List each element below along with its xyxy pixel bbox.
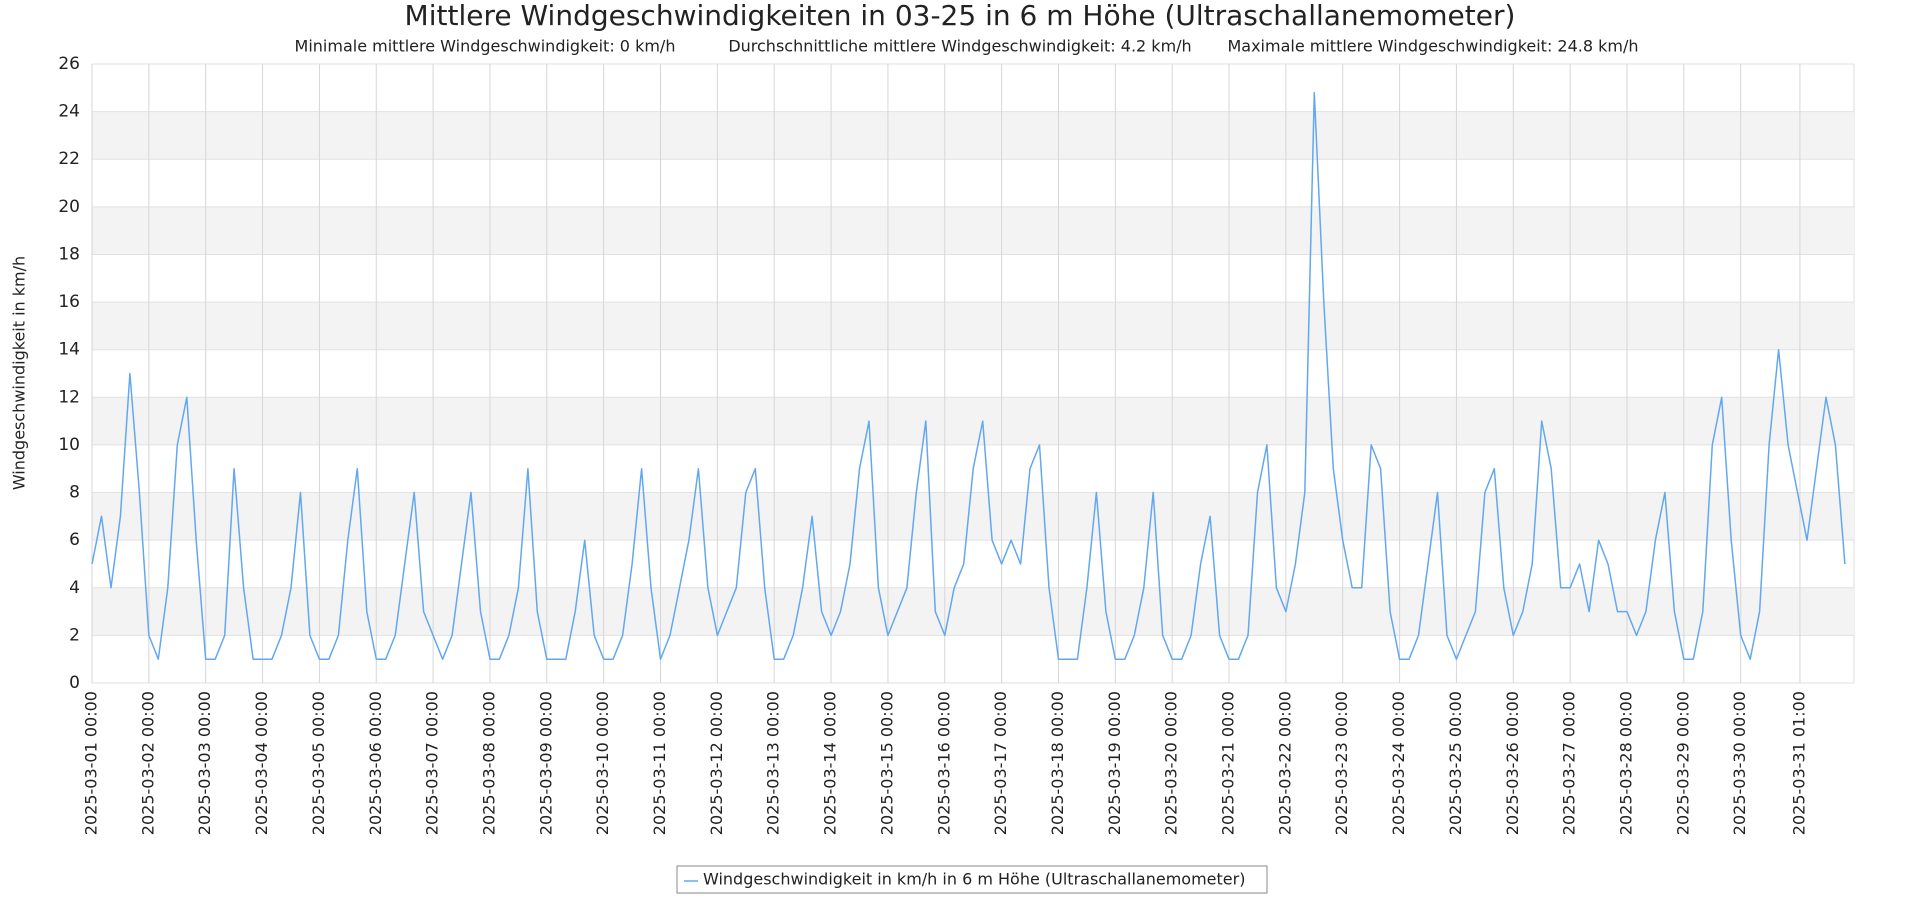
x-tick-label: 2025-03-12 00:00 <box>707 691 726 835</box>
y-tick-label: 22 <box>58 149 80 169</box>
y-tick-label: 18 <box>58 244 80 264</box>
x-tick-label: 2025-03-03 00:00 <box>195 691 214 835</box>
y-tick-label: 2 <box>69 625 80 645</box>
x-tick-label: 2025-03-26 00:00 <box>1503 691 1522 835</box>
x-tick-label: 2025-03-04 00:00 <box>252 691 271 835</box>
grid-band <box>92 111 1854 160</box>
x-tick-label: 2025-03-01 00:00 <box>82 691 101 835</box>
y-tick-label: 24 <box>58 102 80 122</box>
x-tick-label: 2025-03-13 00:00 <box>764 691 783 835</box>
x-tick-label: 2025-03-07 00:00 <box>423 691 442 835</box>
x-tick-label: 2025-03-05 00:00 <box>309 691 328 835</box>
y-tick-label: 16 <box>58 292 80 312</box>
x-tick-label: 2025-03-10 00:00 <box>593 691 612 835</box>
x-tick-label: 2025-03-18 00:00 <box>1048 691 1067 835</box>
y-tick-label: 14 <box>58 340 80 360</box>
plot-area <box>91 91 1846 660</box>
grid-band <box>92 302 1854 350</box>
y-tick-label: 8 <box>69 483 80 503</box>
x-tick-label: 2025-03-02 00:00 <box>138 691 157 835</box>
x-tick-label: 2025-03-29 00:00 <box>1673 691 1692 835</box>
y-tick-label: 0 <box>69 673 80 693</box>
legend-label: Windgeschwindigkeit in km/h in 6 m Höhe … <box>703 870 1245 889</box>
x-tick-label: 2025-03-30 00:00 <box>1730 691 1749 835</box>
x-tick-label: 2025-03-25 00:00 <box>1446 691 1465 835</box>
x-tick-label: 2025-03-15 00:00 <box>877 691 896 835</box>
chart-title: Mittlere Windgeschwindigkeiten in 03-25 … <box>405 0 1516 32</box>
x-tick-label: 2025-03-14 00:00 <box>821 691 840 835</box>
y-tick-label: 20 <box>58 197 80 217</box>
legend-box <box>676 865 1268 894</box>
y-axis-label: Windgeschwindigkeit in km/h <box>10 256 29 490</box>
x-tick-label: 2025-03-11 00:00 <box>650 691 669 835</box>
subtitle: Minimale mittlere Windgeschwindigkeit: 0… <box>295 37 676 56</box>
y-tick-label: 4 <box>69 578 80 598</box>
y-tick-label: 10 <box>58 435 80 455</box>
x-tick-label: 2025-03-21 00:00 <box>1219 691 1238 835</box>
x-tick-label: 2025-03-08 00:00 <box>479 691 498 835</box>
x-tick-label: 2025-03-20 00:00 <box>1162 691 1181 835</box>
y-tick-label: 12 <box>58 387 80 407</box>
subtitle: Maximale mittlere Windgeschwindigkeit: 2… <box>1227 37 1638 56</box>
x-tick-label: 2025-03-31 01:00 <box>1789 691 1808 835</box>
x-tick-label: 2025-03-09 00:00 <box>536 691 555 835</box>
x-tick-label: 2025-03-06 00:00 <box>366 691 385 835</box>
y-tick-label: 6 <box>69 530 80 550</box>
grid-band <box>92 587 1854 636</box>
x-tick-label: 2025-03-27 00:00 <box>1560 691 1579 835</box>
x-tick-label: 2025-03-19 00:00 <box>1105 691 1124 835</box>
data-line <box>91 91 1846 660</box>
x-tick-label: 2025-03-22 00:00 <box>1275 691 1294 835</box>
grid-band <box>92 492 1854 541</box>
x-tick-label: 2025-03-28 00:00 <box>1616 691 1635 835</box>
grid-band <box>92 397 1854 445</box>
y-tick-label: 26 <box>58 54 80 74</box>
x-tick-label: 2025-03-24 00:00 <box>1389 691 1408 835</box>
x-tick-label: 2025-03-23 00:00 <box>1332 691 1351 835</box>
x-tick-label: 2025-03-17 00:00 <box>991 691 1010 835</box>
x-tick-label: 2025-03-16 00:00 <box>934 691 953 835</box>
grid-band <box>92 206 1854 255</box>
subtitle: Durchschnittliche mittlere Windgeschwind… <box>728 37 1191 56</box>
